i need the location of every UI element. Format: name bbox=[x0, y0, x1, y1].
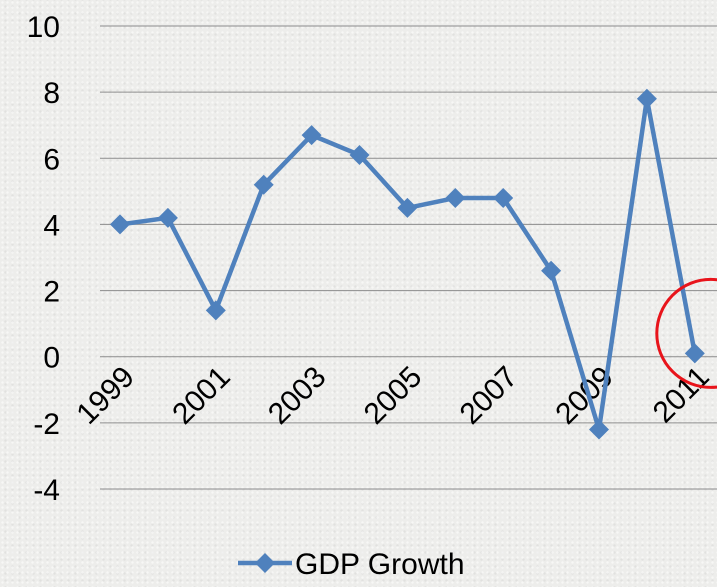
y-tick-label: 8 bbox=[43, 77, 60, 110]
highlight-circle-group bbox=[655, 277, 717, 389]
data-point-marker bbox=[636, 88, 657, 109]
data-point-marker bbox=[589, 419, 609, 440]
data-point-marker bbox=[397, 197, 418, 218]
series-gdp-growth bbox=[110, 88, 705, 440]
y-tick-label: 6 bbox=[43, 143, 60, 176]
x-tick-label: 1999 bbox=[70, 360, 141, 431]
y-tick-label: 10 bbox=[27, 11, 60, 44]
data-point-marker bbox=[684, 343, 705, 364]
y-tick-label: 0 bbox=[43, 342, 60, 375]
y-tick-label: -2 bbox=[33, 408, 60, 441]
grid-lines bbox=[100, 25, 717, 490]
legend-marker bbox=[255, 553, 275, 573]
data-point-marker bbox=[493, 187, 514, 208]
x-tick-label: 2011 bbox=[647, 360, 716, 429]
data-point-marker bbox=[349, 144, 370, 165]
data-point-marker bbox=[445, 187, 466, 208]
data-point-marker bbox=[253, 174, 274, 195]
y-tick-label: 4 bbox=[43, 209, 60, 242]
legend: GDP Growth bbox=[238, 548, 465, 581]
y-tick-label: -4 bbox=[33, 474, 60, 507]
y-axis-tick-labels: -4 -2 0 2 4 6 8 10 bbox=[27, 11, 60, 507]
data-point-marker bbox=[157, 207, 178, 228]
x-tick-label: 2007 bbox=[454, 360, 525, 431]
x-axis-tick-labels: 1999 2001 2003 2005 2007 2009 2011 bbox=[70, 360, 715, 431]
legend-label: GDP Growth bbox=[295, 548, 465, 581]
x-tick-label: 2001 bbox=[166, 360, 237, 431]
highlight-circle bbox=[655, 277, 717, 389]
data-point-marker bbox=[205, 300, 226, 321]
data-point-marker bbox=[301, 125, 322, 146]
y-tick-label: 2 bbox=[43, 276, 60, 309]
data-point-marker bbox=[541, 260, 562, 281]
x-tick-label: 2003 bbox=[262, 360, 333, 431]
data-point-marker bbox=[110, 214, 130, 235]
x-tick-label: 2005 bbox=[358, 360, 429, 431]
